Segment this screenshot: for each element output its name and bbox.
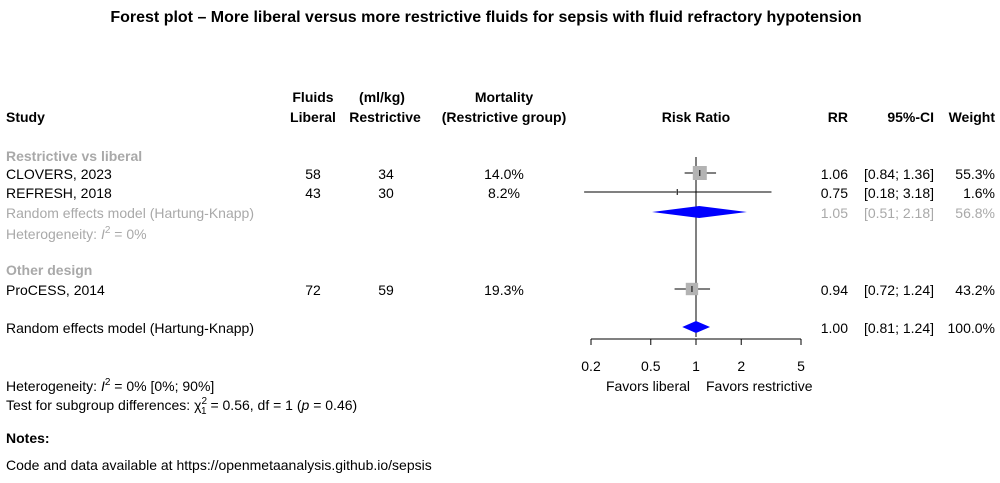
notes-text: Code and data available at https://openm… <box>6 457 432 473</box>
header-study: Study <box>6 109 45 125</box>
overall-ci: [0.81; 1.24] <box>864 320 934 336</box>
header-restrictive: Restrictive <box>349 109 421 125</box>
study-row-refresh: REFRESH, 2018 43 30 8.2% 0.75 [0.18; 3.1… <box>6 185 995 201</box>
study-liberal: 43 <box>305 185 321 201</box>
study-restrictive: 30 <box>378 185 394 201</box>
study-rr: 1.06 <box>821 166 848 182</box>
study-ci: [0.72; 1.24] <box>864 282 934 298</box>
forest-plot: Forest plot – More liberal versus more r… <box>6 9 996 417</box>
header-rr: RR <box>828 109 848 125</box>
header-risk-ratio: Risk Ratio <box>662 109 730 125</box>
model-rr: 1.05 <box>821 205 848 221</box>
x-tick-label: 2 <box>737 358 745 374</box>
header-fluids: Fluids <box>292 89 333 105</box>
overall-label: Random effects model (Hartung-Knapp) <box>6 320 254 336</box>
model-ci: [0.51; 2.18] <box>864 205 934 221</box>
study-liberal: 58 <box>305 166 321 182</box>
overall-heterogeneity: Heterogeneity: I2 = 0% [0%; 90%] <box>6 377 214 394</box>
model-weight: 56.8% <box>955 205 995 221</box>
study-liberal: 72 <box>305 282 321 298</box>
study-row-process: ProCESS, 2014 72 59 19.3% 0.94 [0.72; 1.… <box>6 282 995 298</box>
favors-restrictive-label: Favors restrictive <box>706 378 813 394</box>
study-mortality: 14.0% <box>484 166 524 182</box>
overall-weight: 100.0% <box>948 320 995 336</box>
study-weight: 55.3% <box>955 166 995 182</box>
study-restrictive: 34 <box>378 166 394 182</box>
header-mortality-group: (Restrictive group) <box>442 109 566 125</box>
study-name: ProCESS, 2014 <box>6 282 105 298</box>
header-ci: 95%-CI <box>887 109 934 125</box>
study-weight: 43.2% <box>955 282 995 298</box>
study-weight: 1.6% <box>963 185 995 201</box>
subgroup-heterogeneity: Heterogeneity: I2 = 0% <box>6 225 147 242</box>
study-name: CLOVERS, 2023 <box>6 166 112 182</box>
x-tick-label: 0.5 <box>641 358 661 374</box>
subgroup-diamond <box>652 206 747 218</box>
study-mortality: 8.2% <box>488 185 520 201</box>
study-ci: [0.84; 1.36] <box>864 166 934 182</box>
header-weight: Weight <box>949 109 996 125</box>
subgroup-label-restrictive-vs-liberal: Restrictive vs liberal <box>6 148 142 164</box>
subgroup-label-other-design: Other design <box>6 262 92 278</box>
study-rr: 0.75 <box>821 185 848 201</box>
header-liberal: Liberal <box>290 109 336 125</box>
study-ci: [0.18; 3.18] <box>864 185 934 201</box>
study-name: REFRESH, 2018 <box>6 185 112 201</box>
header-mortality: Mortality <box>475 89 534 105</box>
model-label: Random effects model (Hartung-Knapp) <box>6 205 254 221</box>
effect-marks <box>584 166 772 333</box>
subgroup-differences-test: Test for subgroup differences: χ2 1 = 0.5… <box>6 396 357 417</box>
x-tick-label: 1 <box>692 358 700 374</box>
x-axis-ticks: 0.2 0.5 1 2 5 <box>581 339 805 374</box>
study-rr: 0.94 <box>821 282 848 298</box>
overall-model-row: Random effects model (Hartung-Knapp) 1.0… <box>6 320 995 336</box>
header-fluids-unit: (ml/kg) <box>359 89 405 105</box>
chart-title: Forest plot – More liberal versus more r… <box>110 9 861 26</box>
x-tick-label: 5 <box>797 358 805 374</box>
overall-rr: 1.00 <box>821 320 848 336</box>
study-row-clovers: CLOVERS, 2023 58 34 14.0% 1.06 [0.84; 1.… <box>6 166 995 182</box>
study-mortality: 19.3% <box>484 282 524 298</box>
study-restrictive: 59 <box>378 282 394 298</box>
x-tick-label: 0.2 <box>581 358 601 374</box>
overall-diamond <box>682 321 711 333</box>
notes-heading: Notes: <box>6 430 50 446</box>
subgroup-model-row: Random effects model (Hartung-Knapp) 1.0… <box>6 205 995 221</box>
favors-liberal-label: Favors liberal <box>606 378 690 394</box>
